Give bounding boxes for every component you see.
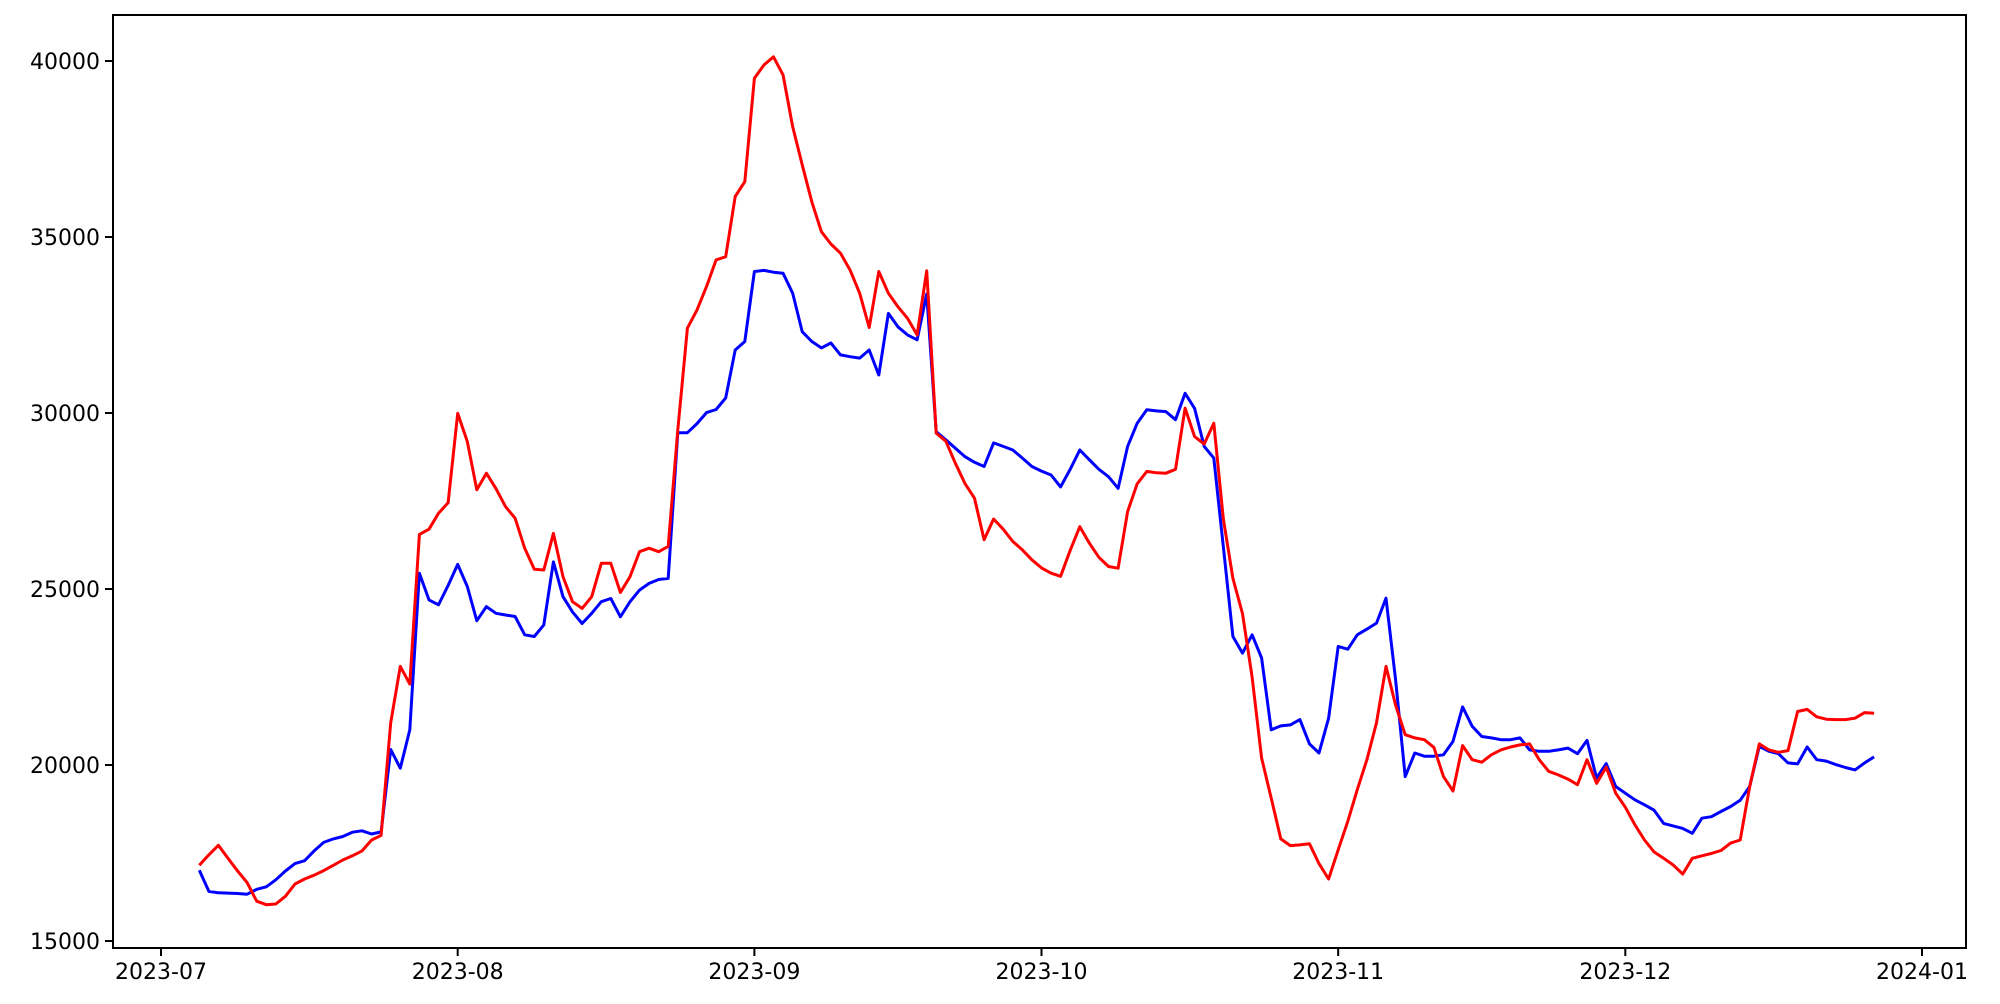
y-axis-tick-label: 40000 [30, 50, 100, 75]
x-axis-tick-label: 2023-08 [412, 960, 504, 985]
x-axis-tick-label: 2023-07 [115, 960, 207, 985]
red-series-line [198, 55, 1875, 907]
y-axis-tick-label: 30000 [30, 402, 100, 427]
y-axis-tick-label: 25000 [30, 578, 100, 603]
x-axis-tick-label: 2023-10 [996, 960, 1088, 985]
y-axis-tick-label: 20000 [30, 754, 100, 779]
x-axis-tick-label: 2023-09 [708, 960, 800, 985]
plot-area-border [112, 14, 1967, 949]
y-axis-tick-label: 15000 [30, 930, 100, 955]
x-axis-tick-label: 2024-01 [1876, 960, 1968, 985]
x-axis-tick-label: 2023-11 [1292, 960, 1384, 985]
y-axis-tick-label: 35000 [30, 226, 100, 251]
blue-series-line [197, 268, 1875, 896]
x-axis-tick-label: 2023-12 [1579, 960, 1671, 985]
